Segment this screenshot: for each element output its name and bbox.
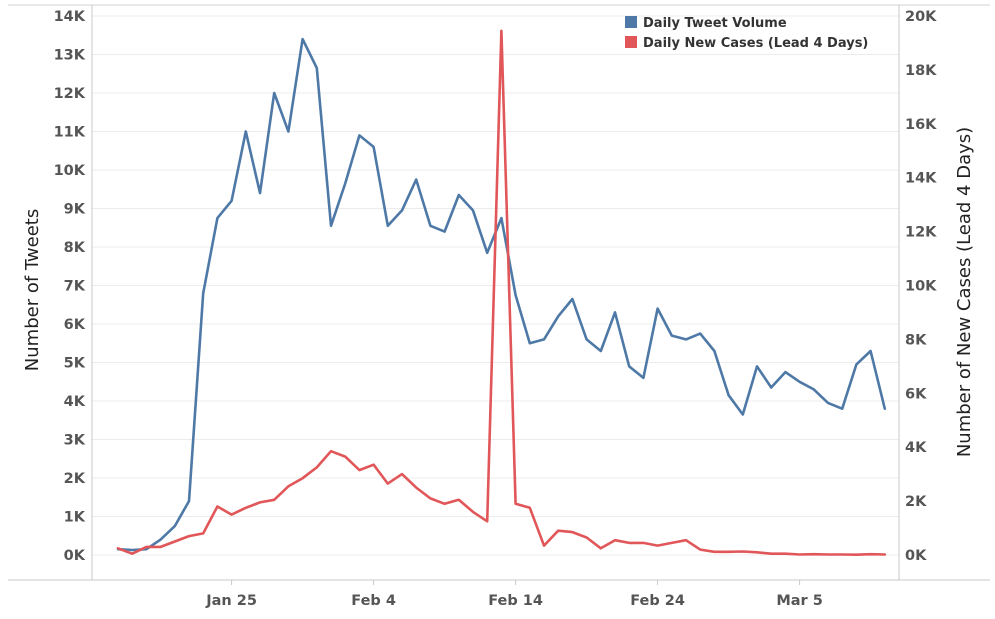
legend: Daily Tweet Volume Daily New Cases (Lead… [625,16,868,51]
left-tick-label: 4K [64,394,86,410]
left-tick-label: 11K [54,125,86,141]
left-tick-label: 7K [64,279,86,295]
left-axis-title: Number of Tweets [22,209,43,371]
x-tick-label: Mar 5 [776,593,823,609]
left-tick-label: 8K [64,240,86,256]
plot-frame [8,4,990,581]
grid-lines [92,15,899,556]
right-tick-label: 6K [905,386,927,402]
left-tick-label: 0K [64,548,86,564]
left-tick-label: 5K [64,356,86,372]
right-tick-label: 10K [905,279,937,295]
left-tick-label: 13K [54,48,86,64]
left-axis-ticks: 0K 1K 2K 3K 4K 5K 6K 7K 8K 9K 10K 11K 12K 13K 14K [54,9,86,564]
right-tick-label: 18K [905,63,937,79]
series-line-cases [116,29,887,557]
right-tick-label: 16K [905,117,937,133]
left-tick-label: 10K [54,163,86,179]
legend-swatch-tweets [625,16,637,28]
right-tick-label: 8K [905,332,927,348]
legend-swatch-cases [625,36,637,48]
legend-label-tweets: Daily Tweet Volume [643,16,787,31]
x-tick-label: Feb 24 [630,593,685,609]
x-tick-label: Feb 4 [351,593,396,609]
right-tick-label: 14K [905,171,937,187]
right-tick-label: 0K [905,548,927,564]
right-tick-label: 2K [905,494,927,510]
x-axis-ticks: Jan 25 Feb 4 Feb 14 Feb 24 Mar 5 [205,580,823,609]
right-axis-title: Number of New Cases (Lead 4 Days) [954,127,975,457]
series-layer [116,29,887,557]
right-tick-label: 12K [905,225,937,241]
series-line-tweets [116,37,887,552]
left-tick-label: 3K [64,433,86,449]
right-axis-ticks: 0K 2K 4K 6K 8K 10K 12K 14K 16K 18K 20K [905,9,937,564]
left-tick-label: 9K [64,202,86,218]
left-tick-label: 6K [64,317,86,333]
left-tick-label: 1K [64,510,86,526]
left-tick-label: 12K [54,86,86,102]
left-tick-label: 14K [54,9,86,25]
x-tick-label: Jan 25 [205,593,257,609]
x-tick-label: Feb 14 [488,593,543,609]
right-tick-label: 4K [905,440,927,456]
right-tick-label: 20K [905,9,937,25]
left-tick-label: 2K [64,471,86,487]
legend-label-cases: Daily New Cases (Lead 4 Days) [643,36,868,51]
